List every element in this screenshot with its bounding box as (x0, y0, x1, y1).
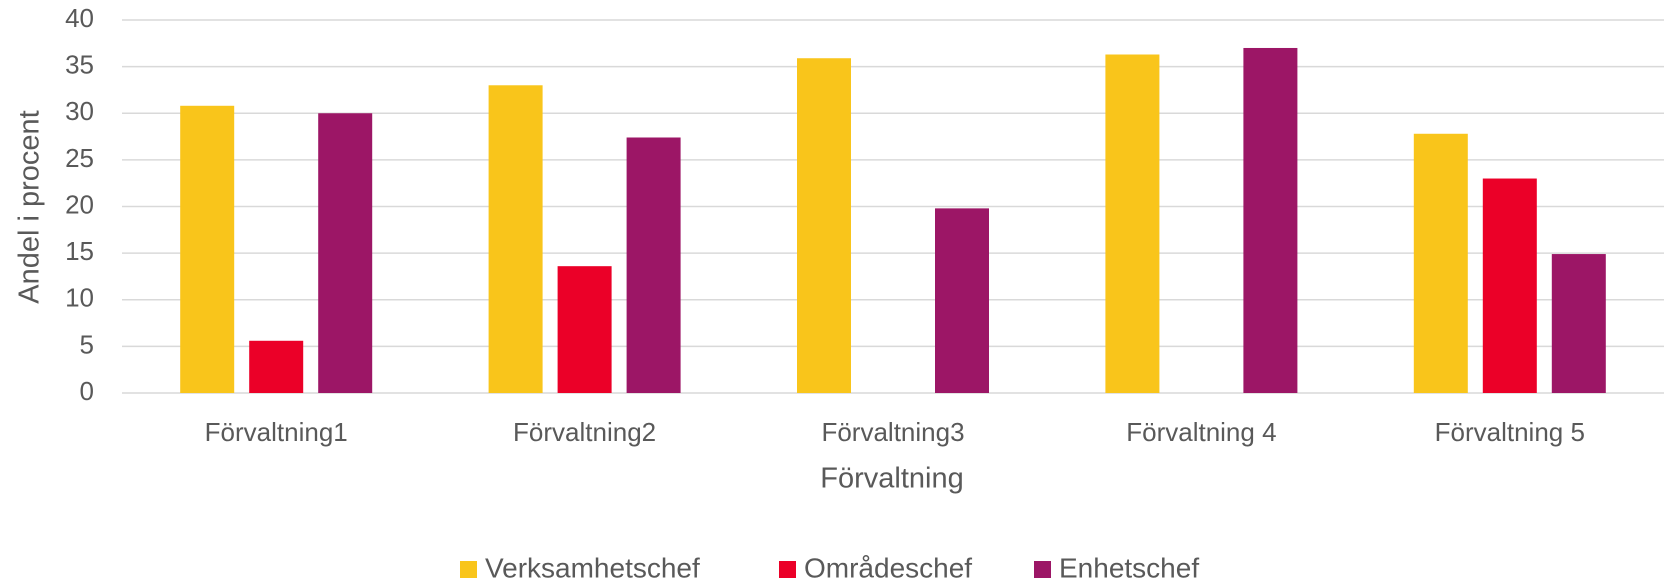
y-tick-label: 15 (65, 236, 94, 266)
bar (318, 113, 373, 393)
legend-label: Enhetschef (1059, 552, 1199, 583)
y-axis-title: Andel i procent (14, 110, 46, 303)
legend-label: Verksamhetschef (485, 552, 700, 583)
bar (626, 137, 681, 393)
bar (1413, 133, 1468, 393)
bar (249, 340, 304, 393)
bar (1551, 254, 1606, 393)
x-axis-title: Förvaltning (820, 463, 963, 495)
y-tick-label: 35 (65, 50, 94, 80)
legend-label: Områdeschef (804, 552, 972, 583)
y-tick-label: 0 (80, 376, 94, 406)
x-tick-label: Förvaltning3 (821, 417, 964, 447)
bar (557, 266, 612, 393)
legend-swatch (779, 561, 796, 578)
y-tick-label: 40 (65, 3, 94, 33)
x-tick-label: Förvaltning2 (513, 417, 656, 447)
bar (1243, 47, 1298, 393)
y-tick-label: 20 (65, 189, 94, 219)
y-tick-label: 10 (65, 283, 94, 313)
x-tick-label: Förvaltning 5 (1435, 417, 1585, 447)
y-tick-label: 30 (65, 96, 94, 126)
x-tick-label: Förvaltning1 (205, 417, 348, 447)
bar (797, 58, 851, 394)
legend-swatch (1034, 561, 1051, 578)
bar (1105, 54, 1160, 393)
bar (1482, 178, 1537, 393)
legend-swatch (460, 561, 477, 578)
y-tick-label: 25 (65, 143, 94, 173)
y-tick-label: 5 (80, 329, 94, 359)
x-tick-label: Förvaltning 4 (1126, 417, 1276, 447)
bar (488, 85, 543, 394)
bar (180, 105, 235, 393)
bar (935, 208, 989, 393)
